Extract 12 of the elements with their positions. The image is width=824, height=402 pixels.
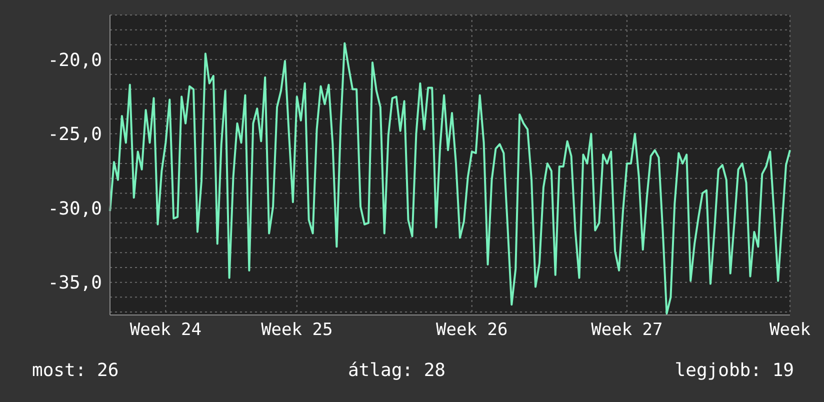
y-tick-label: -35,0 <box>48 272 102 294</box>
x-tick-label: Week 25 <box>261 320 333 340</box>
x-tick-label: Week 27 <box>591 320 663 340</box>
y-tick-label: -20,0 <box>48 50 102 71</box>
text: legjobb: 19 <box>674 360 794 381</box>
x-tick-label: Week 24 <box>130 320 202 340</box>
y-tick-label: -30,0 <box>48 198 102 220</box>
x-tick-label: Week <box>770 320 810 340</box>
y-tick-label: -25,0 <box>48 124 102 146</box>
x-tick-label: Week 26 <box>436 320 508 340</box>
text: most: 26 <box>32 360 119 381</box>
text: átlag: 28 <box>348 360 446 381</box>
